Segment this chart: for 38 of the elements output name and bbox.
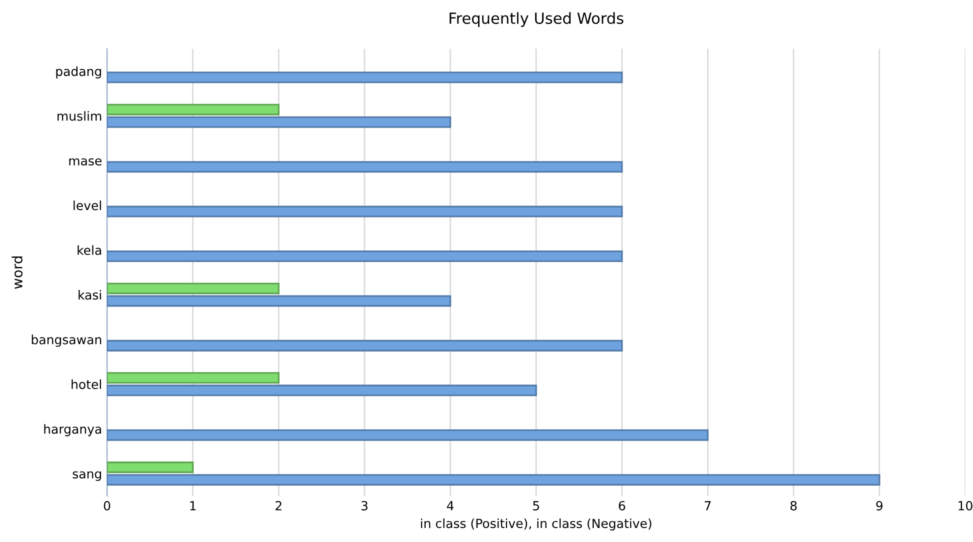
y-tick-label: kasi [78,290,101,300]
x-tick-label: 10 [958,501,972,510]
bar [107,372,280,384]
bar [107,340,623,352]
chart-title: Frequently Used Words [450,12,624,27]
bar [107,104,280,116]
x-tick-label: 8 [790,501,797,510]
y-tick-label: level [74,200,101,210]
x-tick-label: 7 [704,501,711,510]
bar [107,295,452,307]
bar [107,250,623,262]
bar [107,161,623,173]
x-tick-label: 5 [533,501,540,510]
bar [107,474,880,486]
y-tick-label: hotel [72,379,101,390]
y-tick-label: muslim [58,111,102,121]
y-tick-label: harganya [44,424,102,436]
bar [107,384,537,396]
y-tick-label: bangsawan [32,334,102,347]
y-tick-label: padang [56,66,102,78]
y-tick-label: kela [78,245,102,255]
bar [107,429,709,441]
y-tick-label: sang [72,471,102,481]
y-axis-title: word [12,256,22,289]
x-tick-label: 2 [276,501,282,510]
x-axis-title: in class (Positive), in class (Negative) [421,518,652,531]
x-tick-label: 3 [361,501,368,510]
x-tick-label: 0 [104,501,110,510]
bar [107,72,623,84]
x-tick-label: 4 [446,501,454,510]
x-tick-label: 9 [876,501,882,510]
y-tick-label: mase [69,158,102,166]
bar [107,206,623,218]
x-tick-label: 1 [190,501,196,510]
bar [107,282,280,294]
x-tick-label: 6 [618,501,626,510]
bar [107,116,452,128]
bar [107,462,194,474]
